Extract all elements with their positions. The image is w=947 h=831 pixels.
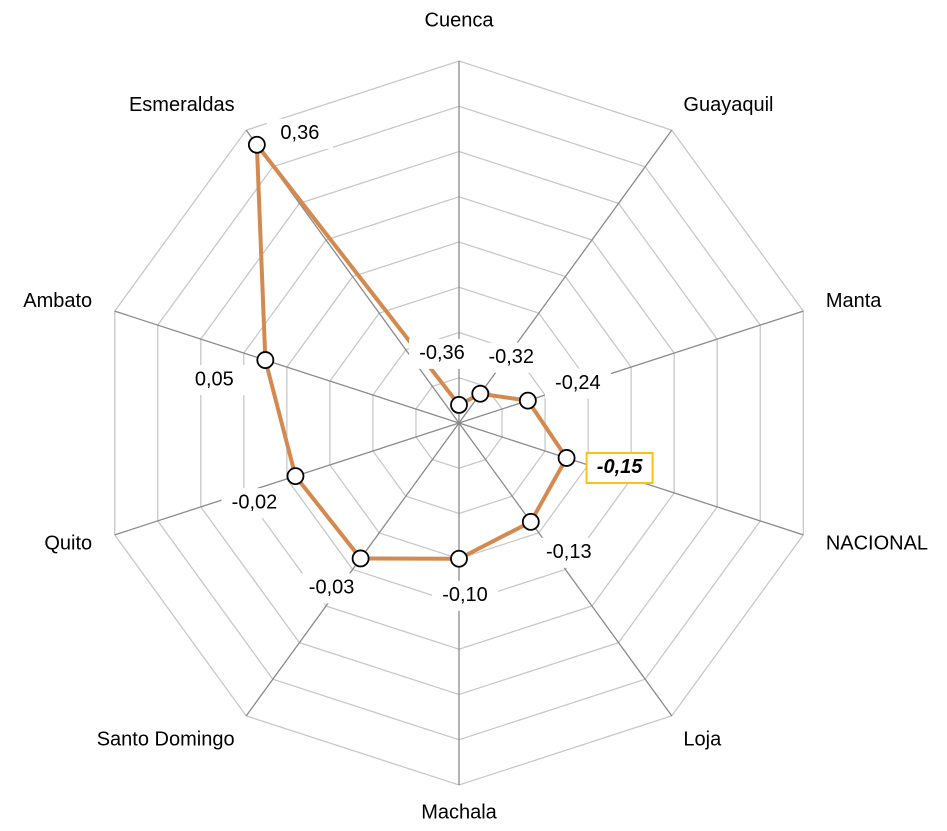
data-point <box>256 351 275 369</box>
data-label-bg <box>585 451 654 484</box>
data-label: -0,32 <box>488 346 534 368</box>
data-label: -0,13 <box>546 541 592 563</box>
data-label: 0,36 <box>280 122 319 144</box>
data-label-bg <box>432 580 498 611</box>
data-label-bg <box>535 537 602 568</box>
data-label-bg <box>544 368 611 399</box>
category-label: NACIONAL <box>826 532 928 554</box>
category-label: Guayaquil <box>683 94 773 116</box>
data-label: 0,05 <box>195 368 234 390</box>
data-point <box>557 449 576 467</box>
data-label: -0,10 <box>442 584 488 606</box>
data-point <box>450 395 468 414</box>
data-point <box>247 135 266 154</box>
data-label: -0,36 <box>419 342 465 364</box>
data-label-bg <box>478 342 545 373</box>
data-point <box>521 512 540 531</box>
spoke <box>458 310 804 424</box>
data-label-bg <box>221 488 288 519</box>
data-label: -0,03 <box>309 577 355 599</box>
data-label-bg <box>409 338 475 369</box>
data-point <box>351 549 370 568</box>
spoke <box>245 422 460 717</box>
spoke <box>114 422 460 536</box>
category-label: Quito <box>44 532 92 554</box>
data-label: -0,15 <box>597 456 643 478</box>
category-label: Ambato <box>23 290 92 312</box>
data-point <box>286 467 305 486</box>
category-label: Manta <box>826 290 882 312</box>
data-label-bg <box>298 573 365 604</box>
data-point <box>471 384 490 403</box>
category-label: Cuenca <box>425 9 495 31</box>
data-label-bg <box>266 118 333 149</box>
category-label: Loja <box>683 728 722 750</box>
data-label-bg <box>181 365 248 396</box>
spoke <box>458 422 673 717</box>
data-point <box>450 549 468 568</box>
data-label: -0,02 <box>232 491 278 513</box>
category-label: Machala <box>421 801 497 823</box>
category-label: Santo Domingo <box>97 728 235 750</box>
category-label: Esmeraldas <box>129 94 235 116</box>
data-point <box>518 391 537 410</box>
spoke <box>114 310 460 424</box>
data-label: -0,24 <box>555 372 601 394</box>
spoke <box>458 129 673 424</box>
